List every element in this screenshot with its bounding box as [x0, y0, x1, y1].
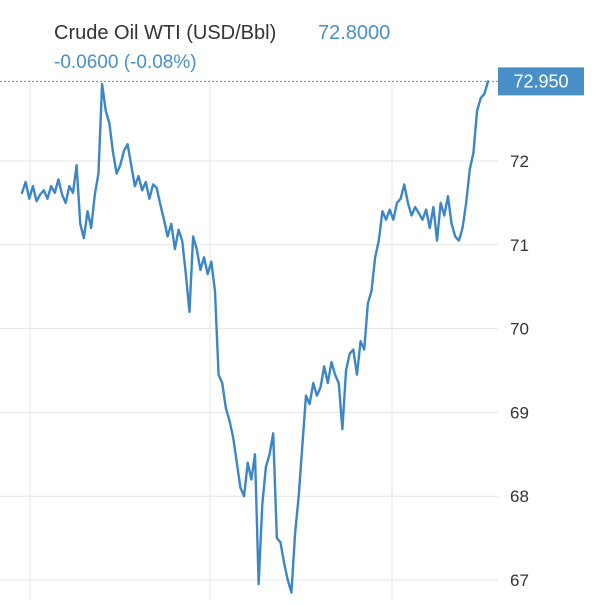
- y-tick-label: 67: [510, 571, 529, 590]
- y-tick-label: 69: [510, 403, 529, 422]
- y-tick-label: 68: [510, 487, 529, 506]
- price-series-line: [20, 80, 490, 594]
- last-price-badge-label: 72.950: [513, 71, 568, 91]
- price-change: -0.0600 (-0.08%): [54, 52, 197, 73]
- current-price: 72.8000: [318, 22, 391, 44]
- y-tick-label: 72: [510, 152, 529, 171]
- y-tick-label: 71: [510, 236, 529, 255]
- last-price-badge: [498, 67, 584, 96]
- instrument-title: Crude Oil WTI (USD/Bbl): [54, 22, 277, 44]
- y-tick-label: 70: [510, 320, 529, 339]
